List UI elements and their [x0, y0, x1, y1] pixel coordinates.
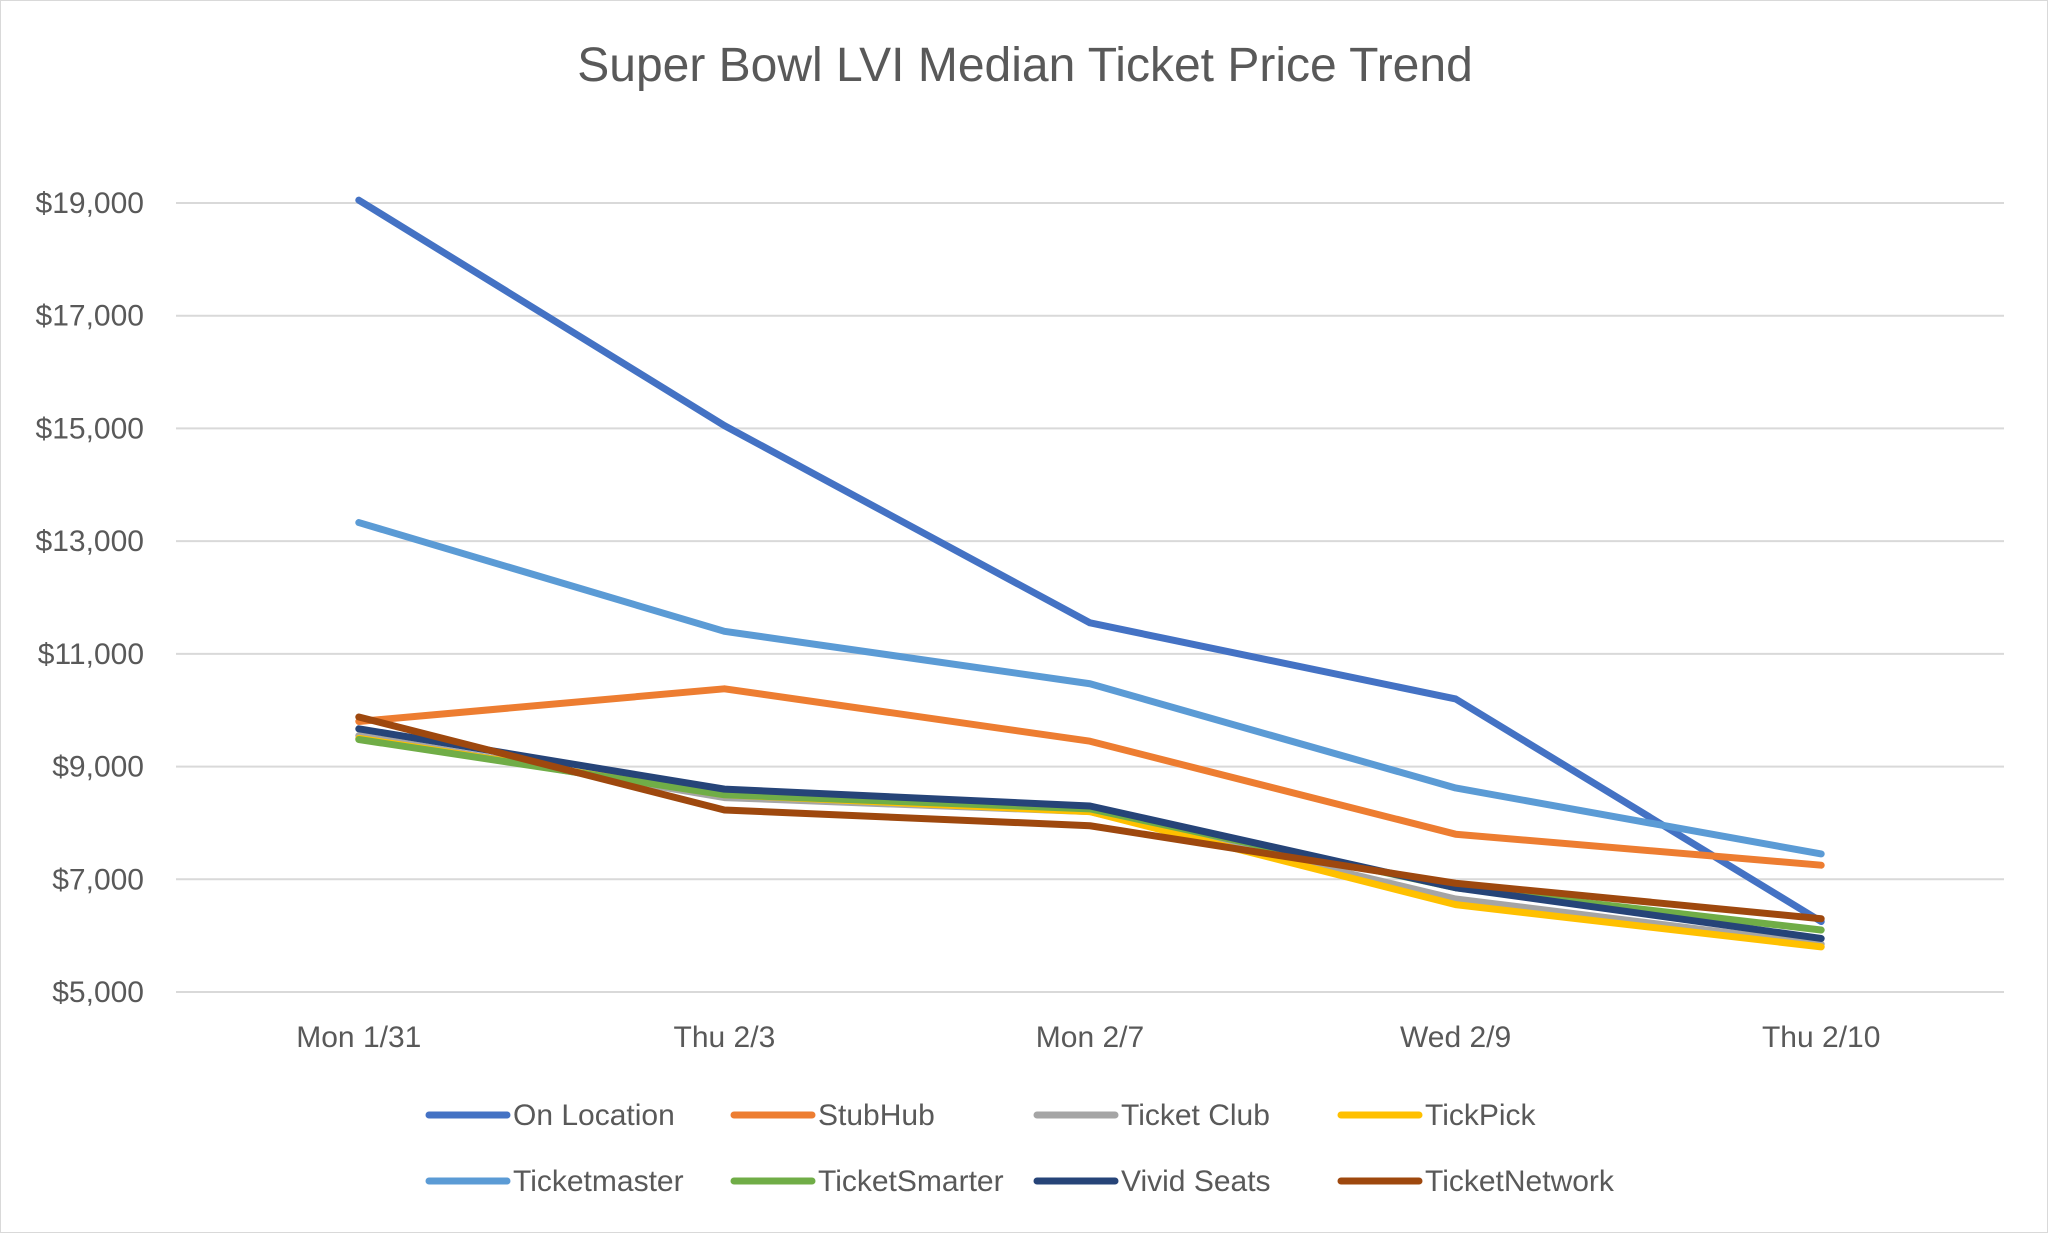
legend-item: On Location: [425, 1099, 675, 1132]
y-axis-ticks: $5,000 $7,000 $9,000 $11,000 $13,000 $15,000 $…: [36, 187, 144, 1009]
series-line-ticketmaster: [355, 519, 1825, 858]
legend-item: TicketSmarter: [730, 1165, 1004, 1198]
chart-title: Super Bowl LVI Median Ticket Price Trend: [577, 39, 1473, 92]
y-tick-label: $17,000: [36, 300, 144, 333]
x-tick-label: Wed 2/9: [1400, 1021, 1511, 1054]
legend-item: StubHub: [730, 1099, 935, 1132]
legend-label: TicketSmarter: [818, 1165, 1004, 1198]
legend-label: Ticketmaster: [513, 1165, 684, 1198]
y-tick-label: $15,000: [36, 412, 144, 445]
legend-item: TickPick: [1337, 1099, 1537, 1132]
legend-label: Vivid Seats: [1121, 1165, 1271, 1198]
y-tick-label: $19,000: [36, 187, 144, 220]
series-line-on-location: [355, 196, 1825, 926]
series-line-ticketnetwork: [355, 713, 1825, 923]
legend-item: Vivid Seats: [1033, 1165, 1271, 1198]
y-tick-label: $11,000: [38, 638, 144, 671]
gridlines: [176, 202, 2004, 993]
series-line-vivid-seats: [355, 725, 1825, 942]
y-tick-label: $13,000: [36, 525, 144, 558]
y-tick-label: $9,000: [52, 751, 144, 784]
x-tick-label: Mon 1/31: [296, 1021, 421, 1054]
legend-label: On Location: [513, 1099, 675, 1132]
legend: On Location StubHub Ticket Club TickPick Tic…: [425, 1099, 1615, 1198]
series-line-stubhub: [355, 685, 1825, 869]
legend-label: TicketNetwork: [1425, 1165, 1615, 1198]
y-tick-label: $5,000: [52, 976, 144, 1009]
legend-item: Ticketmaster: [425, 1165, 684, 1198]
legend-label: TickPick: [1425, 1099, 1537, 1132]
legend-label: StubHub: [818, 1099, 935, 1132]
x-tick-label: Thu 2/10: [1762, 1021, 1880, 1054]
x-axis-ticks: Mon 1/31 Thu 2/3 Mon 2/7 Wed 2/9 Thu 2/10: [296, 1021, 1880, 1054]
y-tick-label: $7,000: [52, 863, 144, 896]
legend-item: TicketNetwork: [1337, 1165, 1615, 1198]
legend-label: Ticket Club: [1121, 1099, 1270, 1132]
legend-item: Ticket Club: [1033, 1099, 1270, 1132]
series-lines: [355, 196, 1825, 951]
x-tick-label: Mon 2/7: [1036, 1021, 1144, 1054]
x-tick-label: Thu 2/3: [674, 1021, 776, 1054]
